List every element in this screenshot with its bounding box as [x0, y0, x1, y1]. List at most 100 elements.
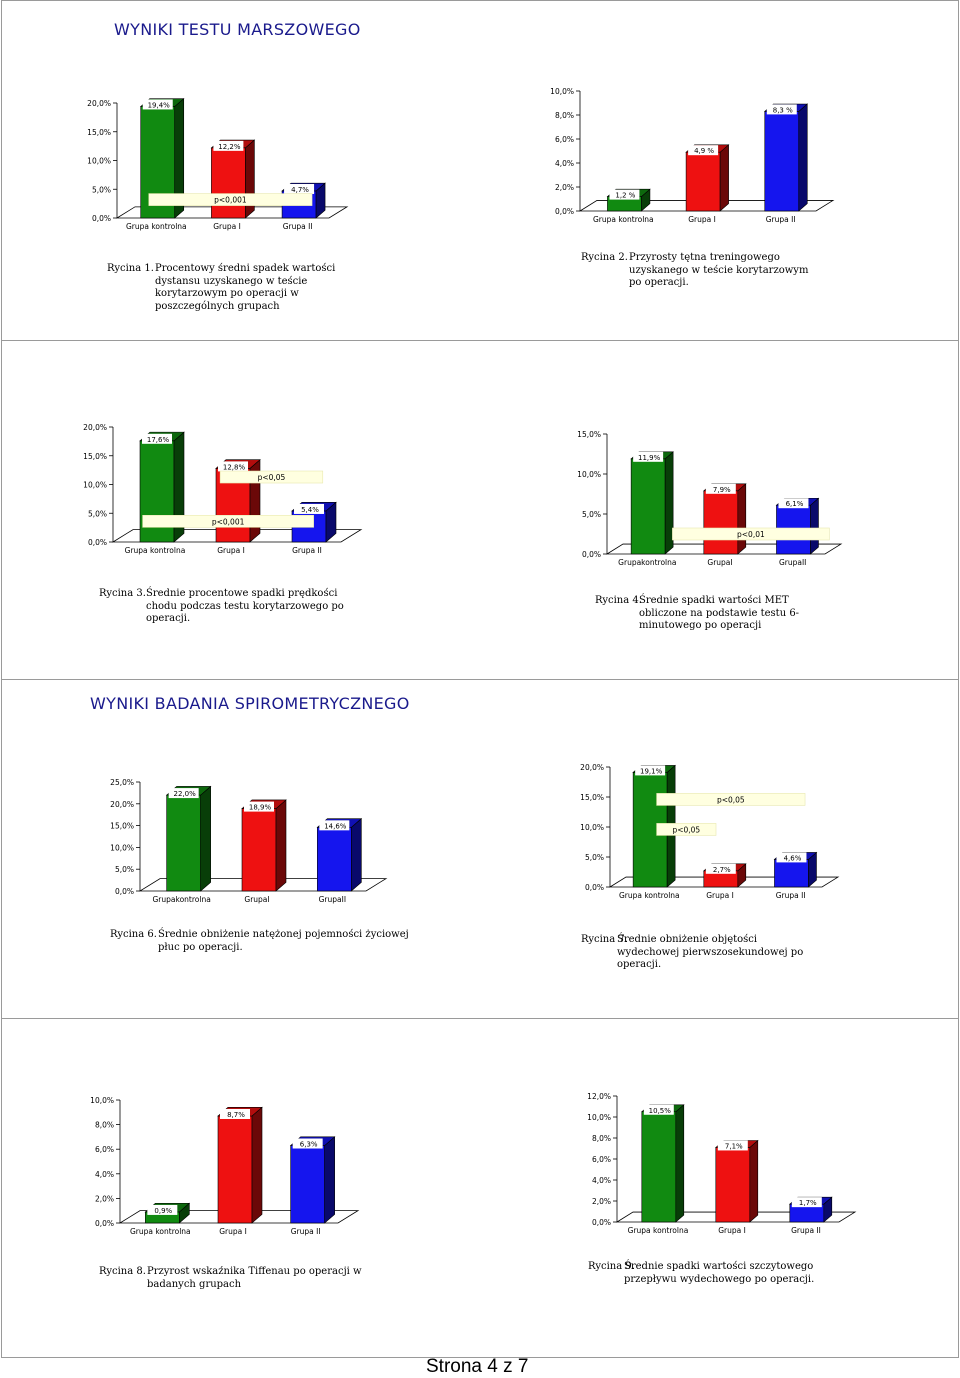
chart-r9: 0,0% 2,0% 4,0% 6,0% 8,0% 10,0% 12,0% 10,5% Grupa…: [587, 1092, 857, 1235]
significance-box: [142, 514, 314, 528]
caption-rycina-4: Rycina 4. Średnie spadki wartości MET ob…: [595, 595, 835, 633]
data-label-box: [643, 1104, 674, 1115]
category-label: Grupa II: [292, 546, 322, 555]
category-label: GrupaII: [319, 895, 346, 904]
y-tick-label: 12,0%: [587, 1092, 611, 1101]
bar: [630, 458, 666, 555]
data-label-box: [220, 1108, 250, 1119]
chart-r6: 0,0% 5,0% 10,0% 15,0% 20,0% 25,0% 22,0% Grupako…: [110, 778, 388, 904]
significance-label: p<0,001: [212, 517, 245, 526]
bar-side: [324, 1136, 335, 1224]
category-label: Grupa II: [766, 215, 796, 224]
caption-number: Rycina 7.: [581, 934, 628, 945]
data-label: 8,7%: [227, 1111, 245, 1119]
category-label: Grupakontrolna: [618, 558, 676, 567]
bar: [241, 808, 277, 892]
y-tick-label: 10,0%: [580, 823, 604, 832]
bar: [715, 1147, 751, 1223]
significance-box: [672, 527, 830, 541]
data-label-box: [213, 140, 244, 151]
bar-side: [749, 1139, 759, 1223]
caption-text: Średnie spadki wartości MET obliczone na…: [639, 595, 800, 631]
category-label: Grupa I: [213, 222, 241, 231]
data-label: 14,6%: [324, 822, 347, 830]
y-tick-label: 5,0%: [88, 509, 107, 518]
y-tick-label: 0,0%: [95, 1219, 114, 1228]
data-label-box: [705, 863, 736, 874]
category-label: Grupa II: [791, 1226, 821, 1235]
y-tick-label: 10,0%: [110, 843, 134, 852]
caption-text: Przyrost wskaźnika Tiffenau po operacji …: [147, 1266, 362, 1290]
y-tick-label: 0,0%: [585, 883, 604, 892]
caption-text: Średnie obniżenie natężonej pojemności ż…: [158, 929, 409, 953]
y-tick-label: 25,0%: [110, 778, 134, 787]
data-label-box: [319, 820, 350, 831]
data-label: 19,1%: [640, 767, 663, 775]
y-tick-label: 0,0%: [92, 214, 111, 223]
bar-side: [351, 818, 362, 892]
y-tick-label: 10,0%: [550, 87, 574, 96]
y-tick-label: 5,0%: [115, 865, 134, 874]
data-label: 18,9%: [249, 804, 272, 812]
bar: [290, 1145, 325, 1224]
chart-r8: 0,0% 2,0% 4,0% 6,0% 8,0% 10,0% 0,9% Grupa kontr…: [90, 1096, 360, 1236]
caption-number: Rycina 9.: [588, 1261, 635, 1272]
caption-number: Rycina 2.: [581, 252, 628, 263]
y-tick-label: 15,0%: [110, 822, 134, 831]
caption-rycina-3: Rycina 3. Średnie procentowe spadki pręd…: [99, 588, 369, 626]
data-label-box: [688, 145, 719, 156]
y-tick-label: 4,0%: [95, 1170, 114, 1179]
data-label-box: [294, 503, 324, 514]
data-label: 4,7%: [291, 186, 309, 194]
category-label: Grupa kontrolna: [125, 546, 186, 555]
y-tick-label: 5,0%: [585, 853, 604, 862]
data-label: 1,2 %: [615, 192, 635, 200]
category-label: Grupa II: [291, 1227, 321, 1236]
y-tick-label: 0,0%: [592, 1218, 611, 1227]
bar-side: [798, 103, 808, 212]
bar: [166, 794, 201, 892]
y-tick-label: 15,0%: [580, 793, 604, 802]
significance-label: p<0,001: [214, 196, 247, 205]
caption-rycina-8: Rycina 8. Przyrost wskaźnika Tiffenau po…: [99, 1266, 389, 1291]
y-tick-label: 6,0%: [555, 135, 574, 144]
caption-text: Średnie spadki wartości szczytowego prze…: [624, 1261, 815, 1285]
category-label: Grupa II: [776, 891, 806, 900]
y-tick-label: 5,0%: [92, 185, 111, 194]
category-label: Grupa I: [706, 891, 734, 900]
y-tick-label: 0,0%: [582, 550, 601, 559]
category-label: Grupa I: [688, 215, 716, 224]
caption-text: Średnie procentowe spadki prędkości chod…: [146, 588, 344, 624]
data-label-box: [766, 104, 797, 115]
data-label-box: [705, 483, 736, 494]
significance-label: p<0,01: [737, 530, 765, 539]
bar-side: [245, 139, 255, 219]
data-label: 5,4%: [301, 506, 319, 514]
data-label-box: [142, 433, 172, 444]
category-label: GrupaI: [244, 895, 269, 904]
category-label: GrupaI: [707, 558, 732, 567]
y-tick-label: 10,0%: [587, 1113, 611, 1122]
bar-side: [810, 497, 819, 555]
bar-side: [675, 1104, 685, 1223]
bar: [703, 490, 739, 555]
bar: [641, 1111, 677, 1223]
caption-text: Przyrosty tętna treningowego uzyskanego …: [629, 252, 809, 288]
significance-box: [656, 793, 806, 806]
bar: [764, 111, 800, 212]
data-label-box: [244, 801, 274, 812]
category-label: Grupa kontrolna: [593, 215, 654, 224]
data-label: 19,4%: [148, 101, 171, 109]
data-label-box: [776, 852, 807, 863]
bar-side: [664, 451, 674, 555]
caption-number: Rycina 1.: [107, 263, 154, 274]
chart-r1: 0,0% 5,0% 10,0% 15,0% 20,0% 19,4% Grupa kontro…: [87, 97, 349, 231]
bar-side: [275, 799, 287, 892]
caption-text: Procentowy średni spadek wartości dystan…: [155, 263, 336, 312]
section-heading: WYNIKI TESTU MARSZOWEGO: [114, 20, 361, 39]
data-label: 0,9%: [154, 1207, 172, 1215]
bar-side: [251, 1106, 263, 1224]
y-tick-label: 2,0%: [555, 183, 574, 192]
y-tick-label: 10,0%: [90, 1096, 114, 1105]
